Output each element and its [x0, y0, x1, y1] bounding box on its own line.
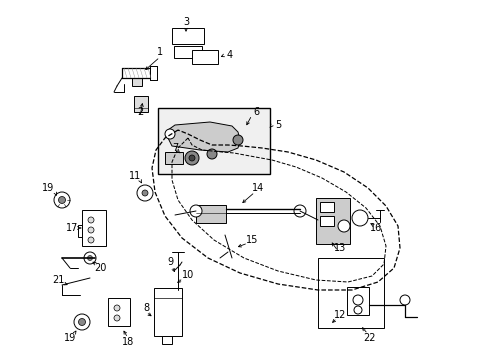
FancyBboxPatch shape — [158, 108, 269, 174]
Text: 21: 21 — [52, 275, 64, 285]
Text: 18: 18 — [122, 337, 134, 347]
Text: 13: 13 — [333, 243, 346, 253]
Text: 3: 3 — [183, 17, 189, 27]
Circle shape — [351, 210, 367, 226]
Circle shape — [74, 314, 90, 330]
Text: 6: 6 — [252, 107, 259, 117]
Circle shape — [337, 220, 349, 232]
Circle shape — [353, 306, 361, 314]
Text: 8: 8 — [142, 303, 149, 313]
Circle shape — [232, 135, 243, 145]
Circle shape — [352, 295, 362, 305]
FancyBboxPatch shape — [319, 216, 333, 226]
FancyBboxPatch shape — [319, 202, 333, 212]
Circle shape — [88, 237, 94, 243]
FancyBboxPatch shape — [132, 78, 142, 86]
FancyBboxPatch shape — [154, 288, 182, 336]
FancyBboxPatch shape — [108, 298, 130, 326]
FancyBboxPatch shape — [174, 46, 202, 58]
Circle shape — [59, 197, 65, 203]
Text: 5: 5 — [274, 120, 281, 130]
Circle shape — [88, 217, 94, 223]
Circle shape — [293, 205, 305, 217]
Text: 12: 12 — [333, 310, 346, 320]
Circle shape — [399, 295, 409, 305]
Polygon shape — [168, 122, 240, 152]
Text: 22: 22 — [363, 333, 375, 343]
Text: 14: 14 — [251, 183, 264, 193]
Circle shape — [114, 305, 120, 311]
Circle shape — [137, 185, 153, 201]
Text: 11: 11 — [129, 171, 141, 181]
Circle shape — [189, 155, 195, 161]
FancyBboxPatch shape — [196, 205, 225, 223]
Circle shape — [88, 227, 94, 233]
Circle shape — [87, 256, 92, 261]
FancyBboxPatch shape — [317, 258, 383, 328]
Circle shape — [54, 192, 70, 208]
Text: 20: 20 — [94, 263, 106, 273]
Text: 1: 1 — [157, 47, 163, 57]
Text: 4: 4 — [226, 50, 233, 60]
Text: 15: 15 — [245, 235, 258, 245]
Text: 19: 19 — [64, 333, 76, 343]
FancyBboxPatch shape — [192, 50, 218, 64]
FancyBboxPatch shape — [315, 198, 349, 244]
Circle shape — [114, 315, 120, 321]
FancyBboxPatch shape — [78, 225, 82, 237]
FancyBboxPatch shape — [134, 96, 148, 112]
Text: 7: 7 — [171, 143, 178, 153]
FancyBboxPatch shape — [82, 210, 106, 246]
Circle shape — [184, 151, 199, 165]
Text: 17: 17 — [66, 223, 78, 233]
Text: 9: 9 — [166, 257, 173, 267]
FancyBboxPatch shape — [164, 152, 183, 164]
Circle shape — [190, 205, 202, 217]
Circle shape — [84, 252, 96, 264]
Circle shape — [142, 190, 148, 196]
Text: 19: 19 — [42, 183, 54, 193]
Circle shape — [79, 319, 85, 325]
FancyBboxPatch shape — [172, 28, 203, 44]
FancyBboxPatch shape — [162, 336, 172, 344]
Circle shape — [206, 149, 217, 159]
Text: 2: 2 — [137, 107, 143, 117]
Text: 10: 10 — [182, 270, 194, 280]
FancyBboxPatch shape — [346, 287, 368, 315]
Text: 16: 16 — [369, 223, 381, 233]
Circle shape — [164, 129, 175, 139]
